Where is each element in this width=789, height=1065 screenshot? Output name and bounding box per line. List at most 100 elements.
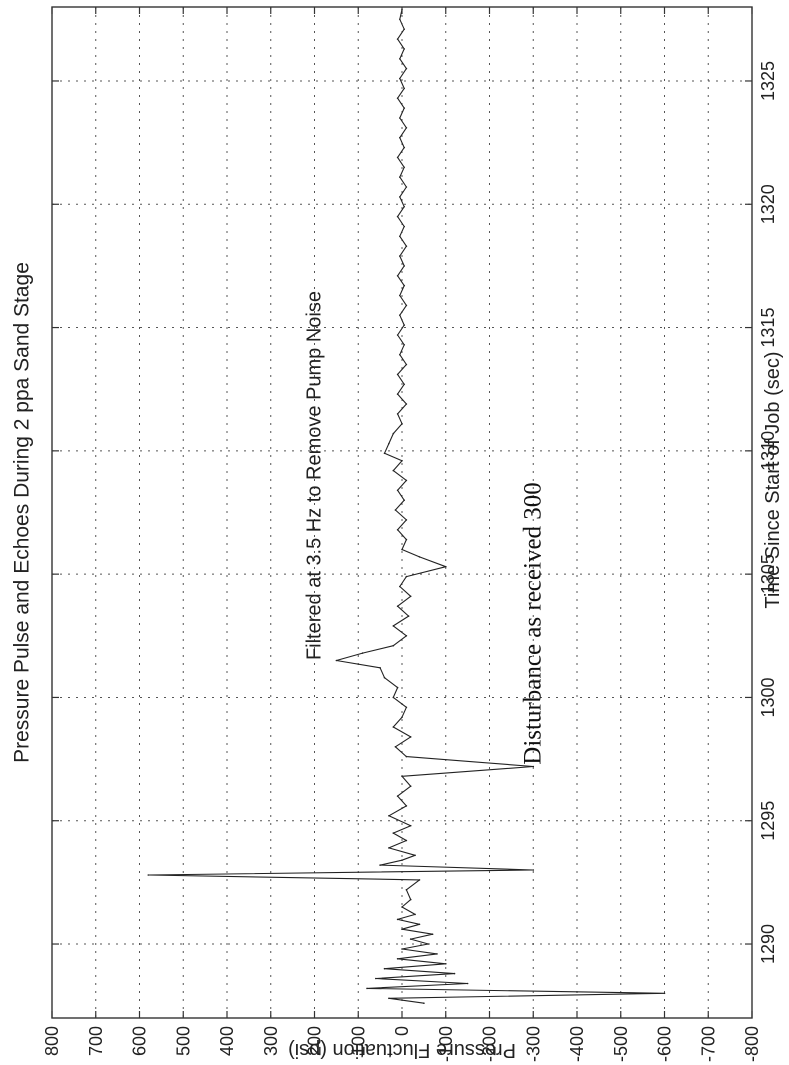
data-point [396,958,399,960]
data-point [405,805,408,807]
data-point [405,889,408,891]
data-point [405,755,408,758]
data-point [396,393,399,395]
data-point [418,923,421,926]
data-point [401,906,403,908]
data-point [388,442,390,445]
tick-label-y: 300 [261,1026,281,1056]
data-point [401,459,403,462]
data-point [396,215,399,218]
data-point [366,987,368,990]
data-point [383,452,386,455]
data-point [388,997,390,1000]
data-point [403,324,406,326]
data-point [532,765,535,768]
data-point [396,334,399,336]
tick-label-y: -500 [611,1026,631,1062]
data-point [445,565,447,568]
data-point [396,38,399,40]
data-point [392,432,395,435]
data-point [379,864,381,866]
data-point [392,832,395,834]
grid-layer [52,7,752,1018]
data-point [396,686,399,689]
data-point [405,839,408,842]
data-point [379,667,381,669]
data-point [466,982,469,985]
data-point [405,519,408,521]
data-point [403,265,406,267]
data-point [401,775,403,778]
data-point [399,294,401,297]
data-point [431,933,434,935]
data-point [396,918,399,921]
annotation-disturbance: Disturbance as received 300 [520,482,547,765]
data-point [405,245,408,247]
tick-label-x: 1305 [758,554,778,594]
data-point [445,963,447,965]
tick-label-x: 1325 [758,61,778,101]
data-point [396,795,399,797]
data-point [405,635,408,637]
data-point [403,225,406,228]
tick-label-y: 500 [173,1026,193,1056]
tick-label-y: -400 [567,1026,587,1062]
labels-layer: 800 700 600 500 400 300 200 100 0 -100 -200 -300 -40… [11,61,785,1062]
data-point [409,824,412,827]
data-point [409,595,412,598]
data-point [403,146,406,149]
tick-label-x: 1310 [758,431,778,471]
data-point [405,304,408,307]
data-point [394,746,397,748]
tick-label-y: 600 [130,1026,150,1056]
data-point [396,529,399,531]
data-point [418,879,421,881]
data-point [396,275,399,277]
tick-label-y: 100 [348,1026,368,1056]
data-point [399,235,401,238]
tick-label-y: -300 [523,1026,543,1062]
data-point [396,373,399,376]
data-point [392,625,395,627]
y-axis-label: Pressure Fluctuation (psi) [288,1039,516,1061]
data-point [401,928,403,930]
data-point [409,938,412,940]
data-point [409,785,412,787]
data-point [663,992,666,995]
data-point [401,859,403,861]
data-point [405,706,408,709]
data-point [399,136,401,139]
data-point [401,948,403,950]
tick-label-y: 800 [42,1026,62,1056]
tick-label-y: -700 [698,1026,718,1062]
ticks-layer [51,7,753,1018]
data-point [396,413,399,415]
data-point [392,644,395,647]
data-point [532,869,535,871]
data-point [423,1002,425,1004]
tick-label-x: 1300 [758,677,778,717]
data-point [399,58,401,60]
data-point [399,117,401,119]
data-point [399,196,401,198]
annotation-filter-note: Filtered at 3.5 Hz to Remove Pump Noise [304,291,326,660]
tick-label-y: 0 [392,1026,412,1036]
data-point [403,48,406,50]
data-point [403,28,406,31]
data-point [453,972,456,975]
data-point [403,205,406,208]
data-point [396,156,399,159]
data-point [405,67,408,70]
data-point [392,469,395,472]
data-point [403,87,406,90]
data-point [405,538,408,541]
data-point [414,913,416,916]
data-point [418,556,421,558]
data-point [405,186,408,188]
data-point [147,874,150,876]
data-point [409,736,412,738]
data-point [436,953,438,955]
chart-title: Pressure Pulse and Echoes During 2 ppa S… [11,262,34,763]
pressure-series-line [147,9,666,1004]
